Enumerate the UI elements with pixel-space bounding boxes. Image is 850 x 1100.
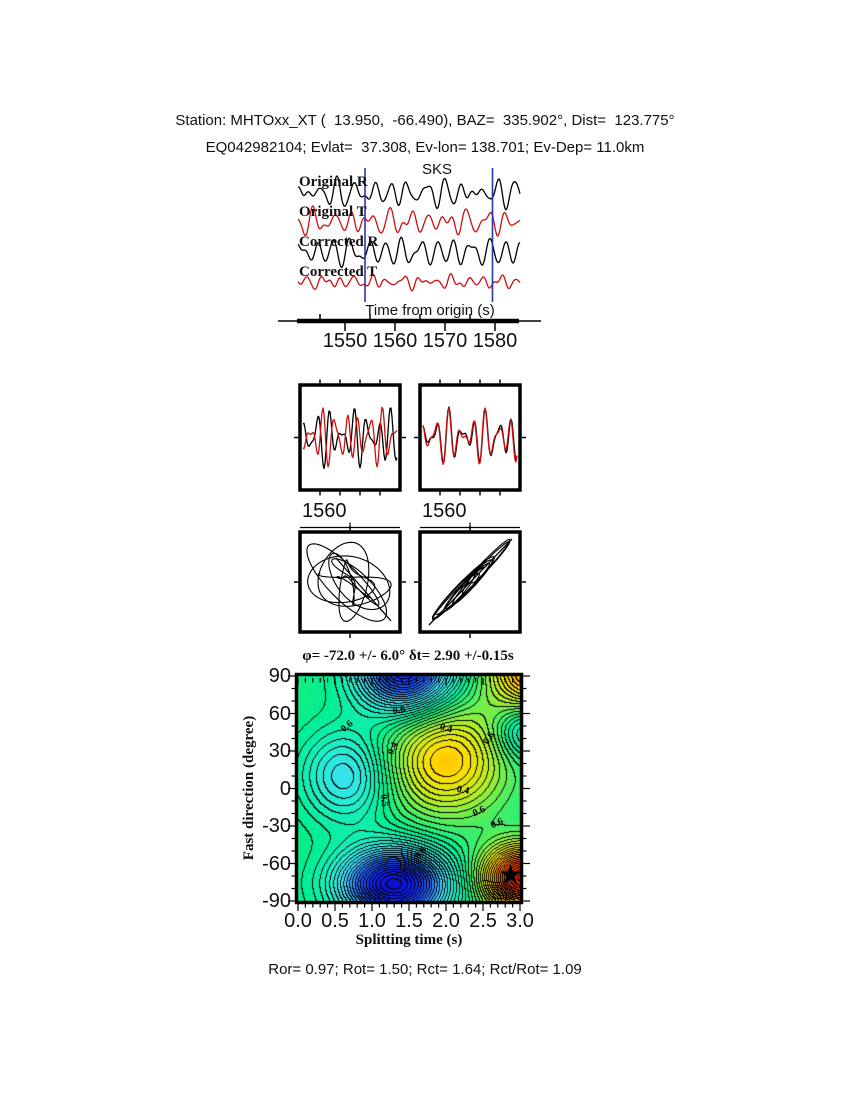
trace-corrected-r [297, 236, 521, 269]
splitting-time-axis-label: Splitting time (s) [355, 932, 463, 948]
fast-direction-tick-label: -60 [262, 852, 291, 875]
quality-ratios-text: Ror= 0.97; Rot= 1.50; Rct= 1.64; Rct/Rot… [268, 961, 582, 978]
panel-tick-label: 1560 [422, 500, 467, 522]
trace-label-corrected-r: Corrected R [299, 234, 379, 250]
time-tick-label: 1580 [472, 330, 518, 352]
phase-label-sks: SKS [421, 161, 452, 178]
contour-level-label: 0.5 [377, 793, 390, 808]
splitting-time-tick-label: 0.5 [321, 910, 349, 932]
time-tick-label: 1560 [372, 330, 418, 352]
splitting-time-tick-label: 1.0 [358, 910, 386, 932]
trace-original-r [297, 175, 521, 211]
fast-direction-tick-label: 90 [268, 665, 291, 687]
figure-title-event-line: EQ042982104; Evlat= 37.308, Ev-lon= 138.… [205, 139, 645, 156]
splitting-time-tick-label: 3.0 [506, 910, 534, 932]
hodogram-trend-line [428, 538, 513, 626]
figure-title-station-line: Station: MHTOxx_XT ( 13.950, -66.490), B… [175, 112, 675, 129]
best-solution-star-icon: ★ [498, 859, 524, 890]
splitting-time-tick-label: 1.5 [395, 910, 423, 932]
fast-direction-tick-label: 0 [279, 777, 291, 800]
hodogram-frame [298, 530, 402, 634]
hodogram-frame [418, 530, 522, 634]
comparison-trace [302, 406, 398, 468]
comparison-panel-frame [298, 383, 402, 492]
comparison-panel-frame [418, 383, 522, 492]
error-surface-heatmap [298, 676, 520, 901]
splitting-time-tick-label: 2.5 [469, 910, 497, 932]
time-tick-label: 1570 [422, 330, 468, 352]
trace-original-t [297, 205, 521, 237]
splitting-time-tick-label: 0.0 [284, 910, 312, 932]
panel-tick-label: 1560 [302, 500, 347, 522]
trace-label-corrected-t: Corrected T [299, 264, 378, 280]
time-axis-label: Time from origin (s) [365, 302, 495, 319]
fast-direction-tick-label: -90 [262, 890, 291, 912]
comparison-trace [422, 407, 518, 466]
trace-label-original-r: Original R [299, 174, 368, 190]
fast-direction-tick-label: 30 [268, 740, 291, 762]
splitting-result-title: φ= -72.0 +/- 6.0° δt= 2.90 +/-0.15s [302, 648, 514, 664]
hodogram-trend-line [335, 557, 392, 622]
hodogram-curve [306, 541, 392, 622]
fast-direction-tick-label: 60 [268, 702, 291, 725]
comparison-trace [302, 407, 398, 470]
trace-corrected-t [297, 273, 521, 292]
hodogram-curve [431, 538, 511, 621]
trace-label-original-t: Original T [299, 204, 367, 220]
fast-direction-tick-label: -30 [262, 815, 291, 837]
time-tick-label: 1550 [322, 330, 368, 352]
error-surface-frame [294, 672, 524, 905]
splitting-time-tick-label: 2.0 [432, 910, 460, 932]
